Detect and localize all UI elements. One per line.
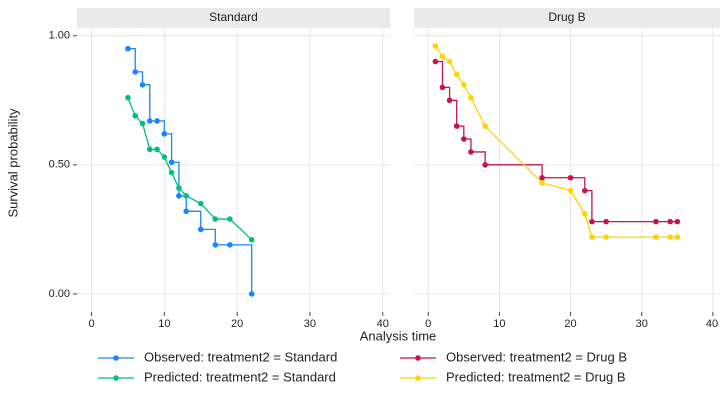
marker: [154, 146, 160, 153]
marker: [212, 216, 219, 222]
marker: [653, 218, 659, 225]
marker: [176, 185, 182, 191]
marker: [183, 208, 189, 215]
x-axis-title: Analysis time: [360, 328, 437, 343]
marker: [432, 43, 439, 49]
marker: [132, 112, 139, 119]
marker: [146, 146, 153, 153]
legend-marker: [415, 355, 421, 361]
panel-title: Standard: [209, 10, 258, 24]
marker: [674, 234, 681, 240]
step-segment: [186, 210, 202, 230]
step-segment: [200, 228, 216, 245]
marker: [581, 211, 588, 217]
marker: [468, 149, 474, 155]
marker: [197, 226, 204, 233]
marker: [653, 234, 659, 240]
marker: [461, 136, 467, 142]
marker: [603, 234, 609, 240]
marker: [468, 94, 474, 101]
step-segment: [570, 177, 586, 191]
marker: [146, 118, 153, 124]
marker: [139, 120, 146, 127]
marker: [667, 218, 673, 225]
plot-area: [414, 28, 720, 312]
step-segment: [229, 244, 253, 294]
y-tick-label: 0.50: [49, 159, 70, 171]
marker: [248, 236, 255, 243]
x-tick-label: 40: [377, 318, 389, 330]
marker: [567, 174, 574, 181]
marker: [539, 174, 545, 181]
x-tick-label: 20: [564, 318, 576, 330]
marker: [461, 82, 467, 88]
marker: [125, 94, 131, 101]
marker: [482, 162, 488, 168]
step-segment: [485, 164, 543, 178]
marker: [139, 82, 146, 88]
x-tick-label: 30: [304, 318, 316, 330]
marker: [482, 123, 488, 129]
legend-marker: [113, 375, 119, 381]
marker: [567, 187, 574, 194]
panel-header: [77, 8, 390, 28]
x-tick-label: 30: [636, 318, 648, 330]
marker: [161, 154, 168, 160]
x-tick-label: 40: [706, 318, 718, 330]
plot-area: [77, 28, 390, 312]
marker: [183, 193, 189, 199]
marker: [168, 159, 175, 166]
marker: [168, 169, 175, 176]
legend-marker: [415, 375, 421, 381]
x-tick-label: 10: [158, 318, 170, 330]
marker: [176, 193, 182, 199]
legend-label: Predicted: treatment2 = Standard: [144, 369, 336, 384]
marker: [132, 69, 139, 75]
x-tick-label: 0: [88, 318, 94, 330]
legend-marker: [113, 355, 119, 361]
marker: [161, 131, 168, 137]
marker: [227, 242, 233, 248]
marker: [432, 58, 439, 65]
panel-header: [414, 8, 720, 28]
marker: [446, 97, 453, 104]
marker: [446, 58, 453, 65]
marker: [227, 216, 233, 222]
y-tick-label: 0.00: [49, 288, 70, 300]
marker: [453, 71, 460, 78]
marker: [439, 53, 446, 60]
x-tick-label: 20: [231, 318, 243, 330]
marker: [539, 180, 545, 186]
marker: [581, 187, 588, 194]
marker: [674, 218, 681, 225]
legend-label: Predicted: treatment2 = Drug B: [446, 369, 626, 384]
marker: [589, 218, 595, 225]
marker: [125, 45, 131, 52]
marker: [212, 242, 219, 248]
marker: [453, 123, 460, 129]
marker: [603, 218, 609, 225]
marker: [667, 234, 673, 240]
y-axis-title: Survival probability: [5, 108, 20, 218]
marker: [154, 118, 160, 124]
marker: [589, 234, 595, 240]
step-segment: [470, 151, 486, 165]
x-tick-label: 0: [425, 318, 431, 330]
marker: [197, 200, 204, 207]
marker: [248, 291, 255, 297]
legend-label: Observed: treatment2 = Standard: [144, 349, 337, 364]
legend-label: Observed: treatment2 = Drug B: [446, 349, 627, 364]
y-tick-label: 1.00: [49, 30, 70, 42]
marker: [439, 84, 446, 91]
panel-title: Drug B: [548, 10, 585, 24]
x-tick-label: 10: [493, 318, 505, 330]
